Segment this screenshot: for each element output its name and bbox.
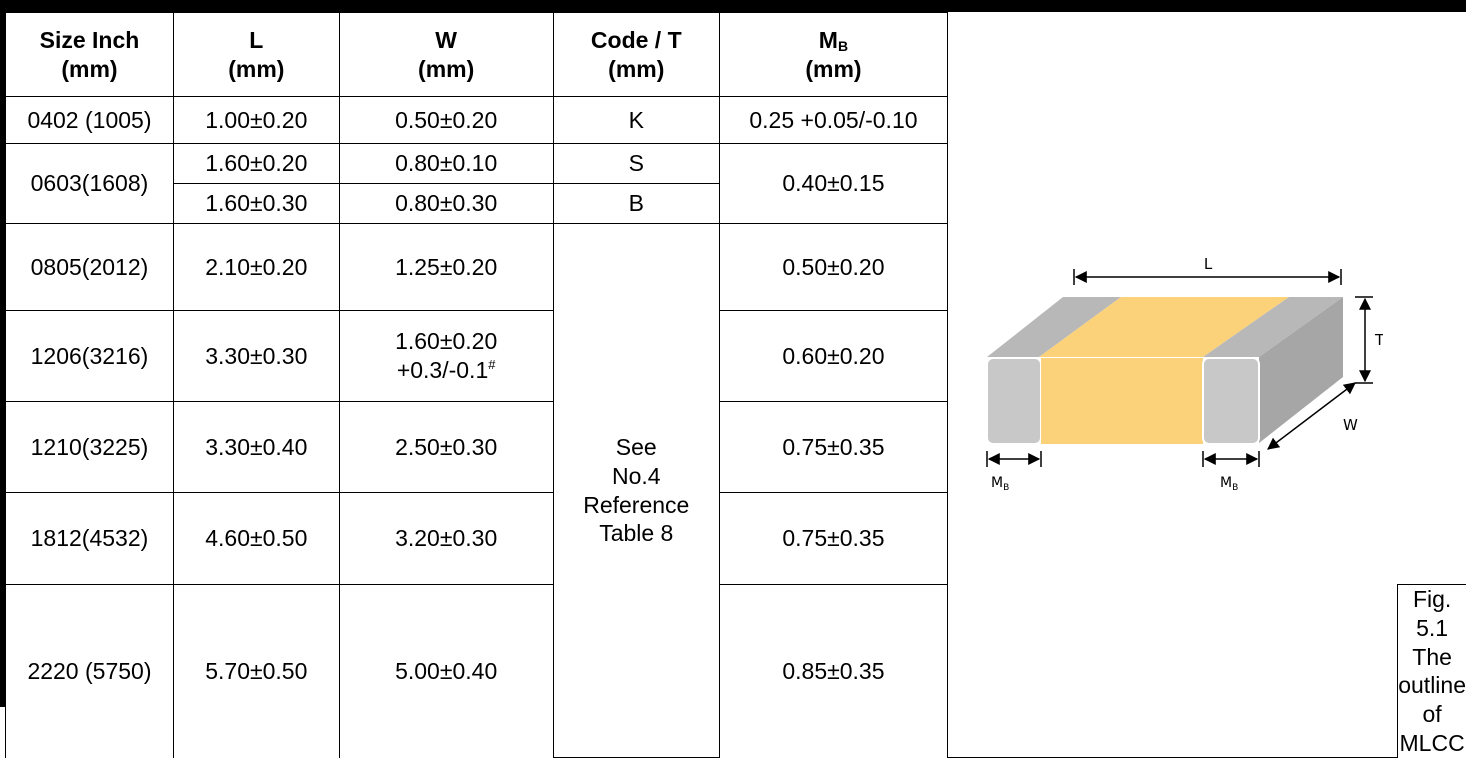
header-row: Size Inch(mm) L(mm) W(mm) Code / T(mm) M…	[6, 13, 1466, 97]
cell-size: 2220 (5750)	[6, 585, 174, 758]
cell-w: 0.50±0.20	[339, 97, 553, 144]
cell-size: 1210(3225)	[6, 402, 174, 493]
cell-mb: 0.75±0.35	[719, 493, 947, 585]
mlcc-dimension-table: Size Inch(mm) L(mm) W(mm) Code / T(mm) M…	[5, 12, 1466, 758]
cell-l: 1.60±0.20	[173, 144, 339, 184]
cell-size: 0805(2012)	[6, 224, 174, 311]
figure-cell: L T	[947, 13, 1397, 758]
header-code-t: Code / T(mm)	[553, 13, 719, 97]
cell-mb: 0.40±0.15	[719, 144, 947, 224]
cell-code: S	[553, 144, 719, 184]
header-w: W(mm)	[339, 13, 553, 97]
dimension-l: L	[1074, 255, 1341, 285]
right-electrode-front	[1203, 358, 1259, 444]
cell-l: 1.00±0.20	[173, 97, 339, 144]
mlcc-outline-diagram: L T	[963, 255, 1383, 515]
label-mb-left: MB	[991, 475, 1009, 493]
cell-mb: 0.50±0.20	[719, 224, 947, 311]
cell-l: 5.70±0.50	[173, 585, 339, 758]
body-front	[1041, 358, 1203, 444]
cell-size: 1206(3216)	[6, 311, 174, 402]
cell-w: 0.80±0.10	[339, 144, 553, 184]
cell-mb: 0.25 +0.05/-0.10	[719, 97, 947, 144]
cell-w: 2.50±0.30	[339, 402, 553, 493]
dimension-t: T	[1355, 297, 1383, 383]
cell-code-reference: See No.4 Reference Table 8	[553, 224, 719, 758]
cell-w: 5.00±0.40	[339, 585, 553, 758]
dimension-mb-right: MB	[1203, 451, 1259, 493]
label-mb-right: MB	[1220, 475, 1238, 493]
cell-mb: 0.85±0.35	[719, 585, 947, 758]
top-border-bar	[0, 0, 1466, 12]
cell-w: 1.60±0.20+0.3/-0.1#	[339, 311, 553, 402]
cell-code: K	[553, 97, 719, 144]
cell-size: 0402 (1005)	[6, 97, 174, 144]
header-mb: MB(mm)	[719, 13, 947, 97]
cell-l: 3.30±0.40	[173, 402, 339, 493]
cell-w: 0.80±0.30	[339, 184, 553, 224]
cell-w: 1.25±0.20	[339, 224, 553, 311]
figure-caption: Fig. 5.1 The outline of MLCC	[1398, 585, 1466, 758]
cell-w: 3.20±0.30	[339, 493, 553, 585]
cell-l: 4.60±0.50	[173, 493, 339, 585]
cell-mb: 0.60±0.20	[719, 311, 947, 402]
header-size: Size Inch(mm)	[6, 13, 174, 97]
cell-mb: 0.75±0.35	[719, 402, 947, 493]
label-w: W	[1343, 416, 1358, 434]
cell-l: 2.10±0.20	[173, 224, 339, 311]
cell-size: 0603(1608)	[6, 144, 174, 224]
cell-l: 3.30±0.30	[173, 311, 339, 402]
header-l: L(mm)	[173, 13, 339, 97]
cell-code: B	[553, 184, 719, 224]
label-l: L	[1203, 255, 1212, 273]
left-electrode-front	[987, 358, 1041, 444]
label-t: T	[1374, 331, 1383, 349]
dimension-mb-left: MB	[987, 451, 1041, 493]
cell-size: 1812(4532)	[6, 493, 174, 585]
cell-l: 1.60±0.30	[173, 184, 339, 224]
mlcc-spec-sheet: Size Inch(mm) L(mm) W(mm) Code / T(mm) M…	[0, 0, 1466, 707]
